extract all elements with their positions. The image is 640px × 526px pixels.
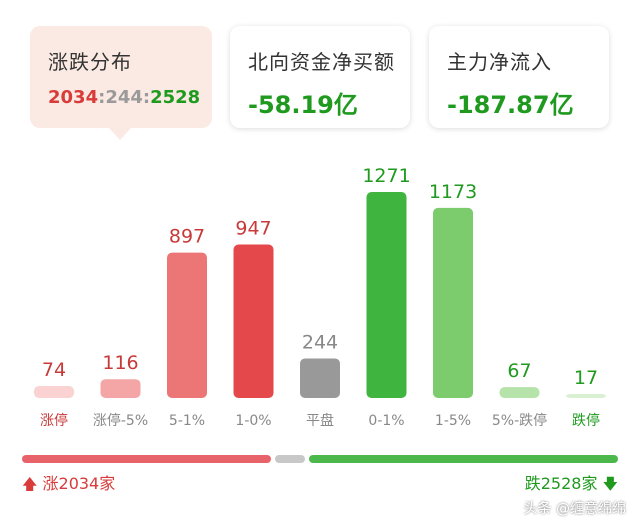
value-label-5: 1271	[362, 165, 410, 187]
bar-8	[566, 394, 606, 398]
value-label-4: 244	[302, 331, 338, 353]
bar-0	[34, 386, 74, 398]
category-label-1: 涨停-5%	[93, 412, 148, 429]
value-label-2: 897	[169, 226, 205, 248]
value-label-1: 116	[102, 352, 138, 374]
summary-up-text: 涨2034家	[42, 474, 116, 493]
summary-down-bar	[308, 455, 618, 463]
ratio-down: 2528	[150, 87, 201, 108]
main-force-title: 主力净流入	[447, 50, 552, 74]
value-label-8: 17	[574, 367, 598, 389]
value-label-0: 74	[42, 359, 66, 381]
summary-down-text: 跌2528家	[524, 474, 598, 493]
arrow-down-icon: 🡇	[602, 475, 618, 493]
ratio-flat: 244	[105, 87, 143, 108]
watermark: 头条 @缠意绵绵	[523, 501, 626, 517]
value-label-6: 1173	[429, 181, 477, 203]
ratio-sep-2: :	[142, 87, 151, 108]
bar-4	[300, 358, 340, 398]
distribution-title: 涨跌分布	[48, 50, 132, 74]
arrow-up-icon: 🡅	[22, 475, 38, 493]
card-pointer-icon	[108, 127, 132, 140]
main-force-value: -187.87亿	[447, 91, 574, 119]
category-label-5: 0-1%	[368, 413, 404, 429]
value-label-3: 947	[235, 218, 271, 240]
summary-up-label: 🡅 涨2034家	[22, 470, 115, 499]
northbound-title: 北向资金净买额	[248, 50, 395, 74]
summary-down-label: 跌2528家 🡇	[525, 470, 618, 499]
category-label-6: 1-5%	[435, 413, 471, 429]
ratio-sep-1: :	[98, 87, 106, 108]
category-label-2: 5-1%	[169, 413, 205, 429]
card-northbound[interactable]: 北向资金净买额 -58.19亿	[230, 26, 410, 128]
card-distribution[interactable]: 涨跌分布 2034:244:2528	[30, 26, 212, 128]
distribution-ratio: 2034:244:2528	[48, 87, 212, 108]
bar-2	[167, 252, 207, 398]
bar-7	[499, 387, 540, 398]
category-label-4: 平盘	[306, 412, 334, 429]
summary-flat-bar	[274, 455, 305, 463]
distribution-bar-chart: 74 涨停 116 涨停-5% 897 5-1% 947 1-0% 244 平盘 1271 0-1% 1…	[34, 165, 606, 429]
bar-5	[366, 192, 407, 398]
bar-3	[233, 244, 274, 398]
northbound-value: -58.19亿	[248, 91, 358, 119]
category-label-3: 1-0%	[235, 413, 271, 429]
category-label-8: 跌停	[572, 412, 600, 429]
card-main-force[interactable]: 主力净流入 -187.87亿	[429, 26, 609, 128]
category-label-0: 涨停	[40, 412, 68, 429]
category-label-7: 5%-跌停	[492, 412, 547, 429]
value-label-7: 67	[507, 360, 531, 382]
bar-1	[100, 379, 141, 398]
ratio-up: 2034	[48, 87, 99, 108]
bar-6	[433, 207, 473, 398]
summary-up-bar	[22, 455, 271, 463]
